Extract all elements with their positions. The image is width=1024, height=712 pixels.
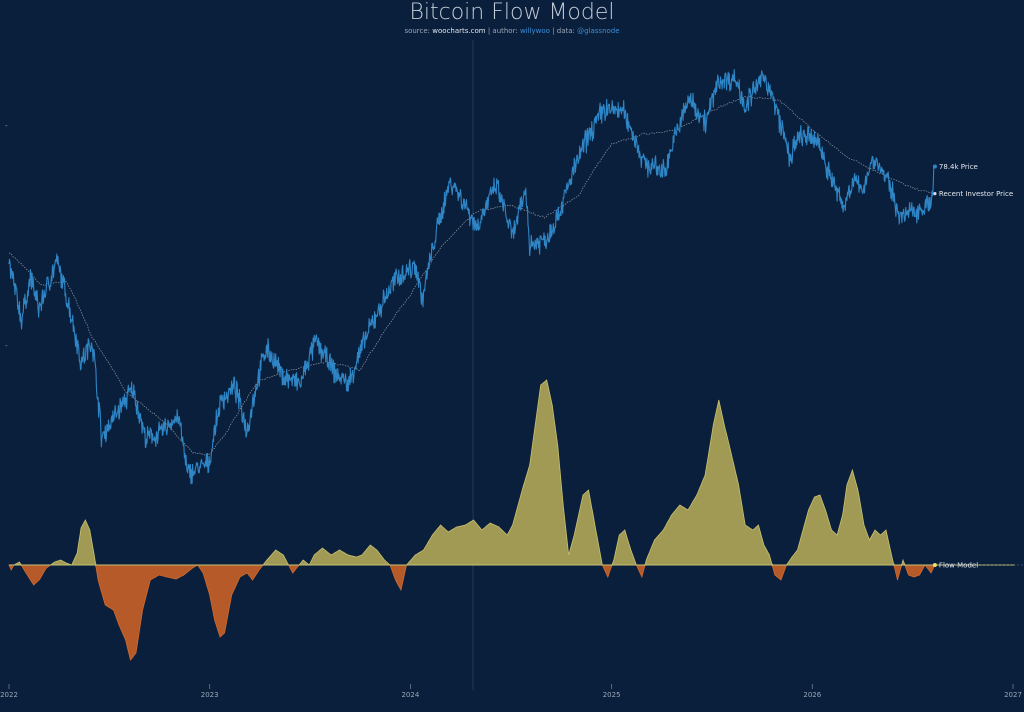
investor-end-label: Recent Investor Price xyxy=(939,190,1013,198)
flow-end-marker xyxy=(932,563,937,567)
investor-end-marker xyxy=(933,192,937,196)
author-link[interactable]: willywoo xyxy=(519,27,550,35)
x-tick-label: 2022 xyxy=(0,691,18,699)
x-tick-label: 2027 xyxy=(1004,691,1022,699)
x-tick-label: 2025 xyxy=(603,691,621,699)
investor-price-line xyxy=(8,95,936,456)
flow-positive-area xyxy=(9,379,935,566)
flow-negative-area xyxy=(8,564,936,661)
x-tick-label: 2024 xyxy=(401,691,419,699)
price-line xyxy=(8,69,936,485)
left-axis-marker-upper: - xyxy=(5,122,8,130)
series-end-labels: 78.4k Price Recent Investor Price Flow Mod… xyxy=(932,163,1013,570)
flow-end-label: Flow Model xyxy=(939,562,978,570)
x-axis: 2022 2023 2024 2025 2026 2027 xyxy=(0,684,1022,699)
flow-model-area-group xyxy=(8,379,936,661)
price-end-label: 78.4k Price xyxy=(939,163,978,171)
x-tick-label: 2026 xyxy=(803,691,821,699)
left-axis-marker-lower: - xyxy=(5,342,8,350)
source-prefix: source: xyxy=(404,27,433,35)
price-line-group xyxy=(8,69,936,485)
x-tick-label: 2023 xyxy=(201,691,219,699)
data-link[interactable]: @glassnode xyxy=(577,27,620,35)
investor-price-group xyxy=(8,95,936,456)
price-end-marker xyxy=(932,164,937,169)
author-prefix: | author: xyxy=(485,27,520,35)
data-prefix: | data: xyxy=(549,27,578,35)
chart-subtitle: source: woocharts.com | author: willywoo… xyxy=(0,27,1024,35)
source-link[interactable]: woocharts.com xyxy=(432,27,486,35)
chart-title: Bitcoin Flow Model xyxy=(409,0,615,25)
